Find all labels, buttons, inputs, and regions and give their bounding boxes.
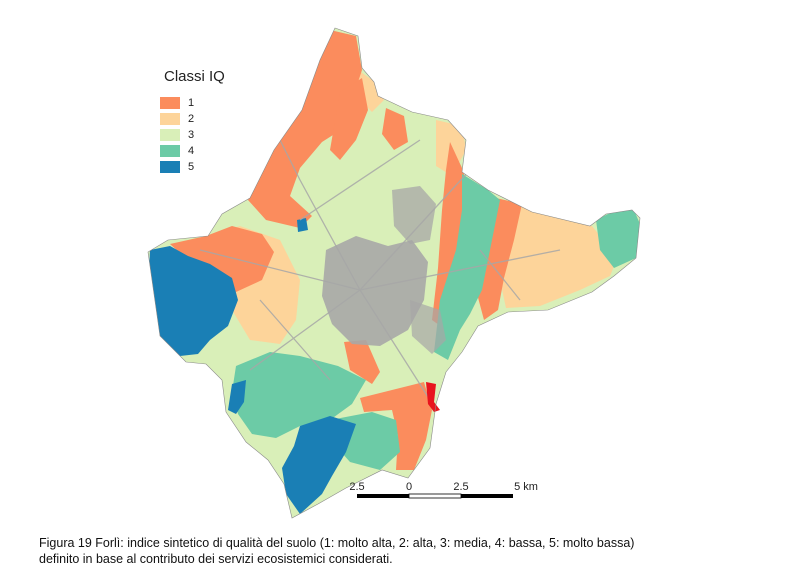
urban-area-northeast [392, 186, 436, 244]
highlight-area [426, 382, 440, 412]
scale-bar: 2.5 0 2.5 5 km [349, 481, 538, 499]
caption-line-1: Figura 19 Forlì: indice sintetico di qua… [39, 536, 635, 550]
class-1-area-north-blob [382, 108, 408, 150]
legend-item: 2 [160, 111, 225, 126]
urban-area-south [410, 300, 446, 354]
figure-caption: Figura 19 Forlì: indice sintetico di qua… [39, 535, 779, 567]
scale-label-3: 5 km [514, 481, 538, 493]
class-1-area-west [170, 226, 274, 292]
class-4-area-far-east [596, 210, 640, 268]
legend-item: 5 [160, 159, 225, 174]
legend-swatch-3 [160, 128, 180, 141]
scale-label-0: 2.5 [349, 481, 364, 493]
class-5-area-west [148, 246, 238, 356]
legend-label: 3 [188, 128, 195, 141]
legend-label: 1 [188, 96, 195, 109]
legend-label: 2 [188, 112, 195, 125]
legend-title: Classi IQ [164, 68, 225, 85]
urban-area-city [322, 236, 428, 346]
legend-label: 5 [188, 160, 195, 173]
legend-item: 3 [160, 127, 225, 142]
scale-label-2: 2.5 [453, 481, 468, 493]
class-2-area-east [496, 200, 620, 308]
legend-swatch-4 [160, 144, 180, 157]
legend-item: 1 [160, 95, 225, 110]
legend: Classi IQ 1 2 3 4 5 [160, 68, 225, 175]
legend-swatch-5 [160, 160, 180, 173]
class-5-area-small-north [297, 218, 308, 232]
scale-label-1: 0 [406, 481, 412, 493]
class-4-area-southwest [232, 352, 366, 438]
class-1-area-north-strip [248, 30, 362, 228]
class-1-area-north-east [330, 78, 368, 160]
class-5-area-southwest-strip [228, 380, 246, 414]
class-5-area-south [282, 416, 356, 514]
class-1-area-center-south [344, 340, 380, 384]
class-1-area-east-2 [476, 198, 522, 320]
caption-line-2: definito in base al contributo dei servi… [39, 552, 393, 566]
urban-road-network [199, 139, 561, 401]
legend-swatch-2 [160, 112, 180, 125]
class-4-area-east [434, 174, 500, 360]
legend-label: 4 [188, 144, 195, 157]
soil-classes [148, 30, 640, 514]
municipality-outline [147, 27, 641, 519]
legend-item: 4 [160, 143, 225, 158]
legend-swatch-1 [160, 96, 180, 109]
